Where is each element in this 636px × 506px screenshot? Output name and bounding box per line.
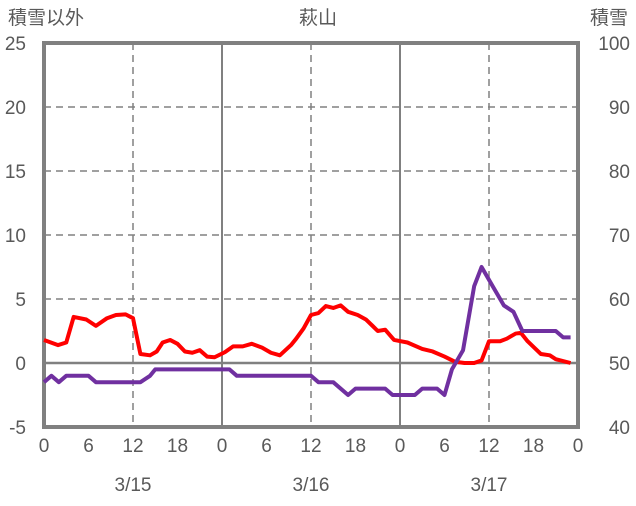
y-tick-label: 20 [5,98,26,119]
series-line-right [42,265,571,397]
x-tick-label: 6 [261,436,272,457]
date-label: 3/17 [471,475,508,496]
x-tick-label: 12 [300,436,321,457]
x-tick-label: 0 [39,436,50,457]
y2-tick-label: 100 [598,34,630,55]
x-tick-label: 0 [217,436,228,457]
x-tick-label: 18 [167,436,188,457]
x-tick-label: 6 [83,436,94,457]
x-tick-label: 18 [523,436,544,457]
date-label: 3/16 [293,475,330,496]
chart-title: 萩山 [299,7,337,29]
y-tick-label: 10 [5,226,26,247]
x-tick-label: 6 [439,436,450,457]
y2-tick-label: 50 [609,354,630,375]
y-tick-label: 25 [5,34,26,55]
y2-tick-label: 40 [609,418,630,439]
x-tick-label: 12 [478,436,499,457]
y2-tick-label: 60 [609,290,630,311]
right-axis-title: 積雪 [590,7,628,29]
date-label: 3/15 [115,475,152,496]
y2-tick-label: 80 [609,162,630,183]
left-axis-title: 積雪以外 [8,7,84,29]
y2-tick-label: 90 [609,98,630,119]
x-tick-label: 12 [122,436,143,457]
y-tick-label: 15 [5,162,26,183]
plot-frame [42,41,580,429]
y-tick-label: 5 [15,290,26,311]
x-tick-label: 18 [345,436,366,457]
y-tick-label: -5 [9,418,26,439]
x-tick-label: 0 [573,436,584,457]
x-tick-label: 0 [395,436,406,457]
y-tick-label: 0 [15,354,26,375]
y2-tick-label: 70 [609,226,630,247]
series-line-left [43,303,572,365]
